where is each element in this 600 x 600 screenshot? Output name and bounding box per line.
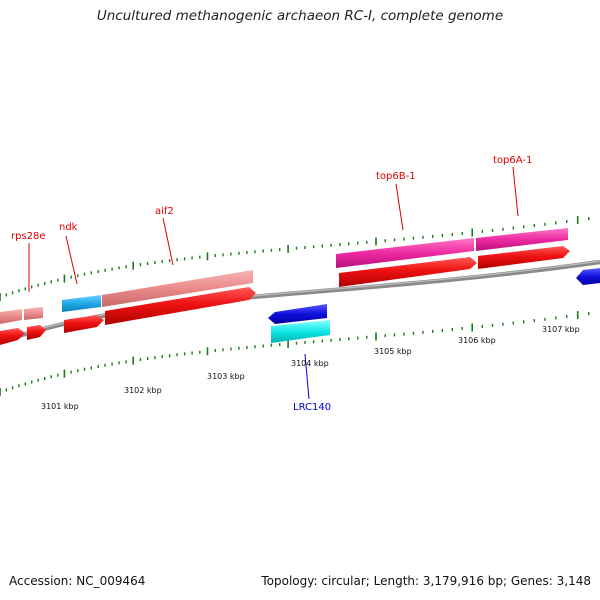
cds-arrow-top6A-1[interactable]: [478, 246, 570, 269]
inner-tick-row: [0, 311, 590, 396]
scale-label-3107: 3107 kbp: [542, 325, 580, 334]
gene-label-aif2: aif2: [155, 206, 174, 217]
gene-label-rps28e: rps28e: [11, 231, 46, 242]
outer-tick-row: [0, 216, 590, 301]
scale-label-3105: 3105 kbp: [374, 347, 412, 356]
cds-arrow-rps28e[interactable]: [27, 325, 46, 340]
scale-label-3103: 3103 kbp: [207, 372, 245, 381]
scale-label-3106: 3106 kbp: [458, 336, 496, 345]
scale-label-3101: 3101 kbp: [41, 402, 79, 411]
feature-bar-ndk[interactable]: [62, 295, 101, 312]
cds-arrow-LRC140[interactable]: [268, 304, 327, 324]
cds-arrow-right-edge[interactable]: [576, 268, 600, 285]
feature-bar-LRC140[interactable]: [271, 320, 330, 343]
cds-arrow-1[interactable]: [0, 328, 25, 345]
genome-summary-text: Topology: circular; Length: 3,179,916 bp…: [261, 574, 591, 588]
label-pointers: [28, 166, 519, 400]
gene-label-ndk: ndk: [59, 222, 78, 233]
feature-bar-aif2[interactable]: [102, 270, 253, 307]
cds-arrow-aif2[interactable]: [105, 287, 256, 325]
gene-label-top6A-1: top6A-1: [493, 155, 532, 166]
cds-arrow-ndk[interactable]: [64, 315, 104, 333]
feature-bar-rps28e[interactable]: [24, 307, 43, 320]
feature-bar-top6B-1[interactable]: [336, 238, 474, 268]
gene-label-top6B-1: top6B-1: [376, 171, 416, 182]
scale-label-3102: 3102 kbp: [124, 386, 162, 395]
cds-arrow-top6B-1[interactable]: [339, 257, 477, 287]
feature-bar-top6A-1[interactable]: [476, 228, 568, 251]
scale-label-3104: 3104 kbp: [291, 359, 329, 368]
gene-label-LRC140: LRC140: [293, 402, 331, 413]
accession-text: Accession: NC_009464: [9, 574, 146, 588]
genome-title: Uncultured methanogenic archaeon RC-I, c…: [96, 8, 504, 24]
feature-bar-rps28e-left[interactable]: [0, 309, 22, 324]
